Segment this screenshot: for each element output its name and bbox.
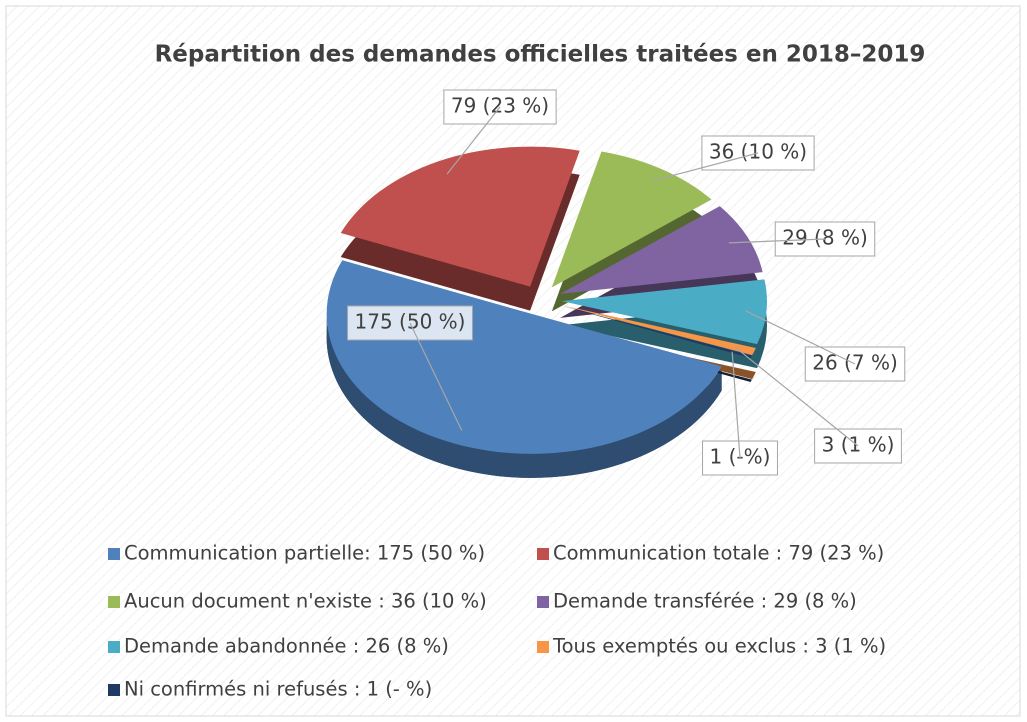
slice [561,279,767,345]
legend-swatch [108,641,120,653]
slice [560,304,756,356]
leader-line [731,351,741,459]
legend-swatch [537,548,549,560]
data-label: 3 (1 %) [822,433,895,457]
slice [560,206,763,294]
leader-line [409,322,463,431]
legend-swatch [108,548,120,560]
slice [551,151,712,288]
slice-side [326,313,722,478]
leader-line [745,310,856,365]
legend-label: Communication totale : 79 (23 %) [553,542,884,565]
slice [560,305,752,358]
legend-label: Demande abandonnée : 26 (8 %) [124,635,449,658]
chart-title: Répartition des demandes officielles tra… [155,42,926,68]
data-label: 36 (10 %) [709,140,807,164]
leader-line [734,346,859,447]
data-label: 29 (8 %) [782,226,868,250]
data-label: 26 (7 %) [812,351,898,375]
legend-label: Demande transférée : 29 (8 %) [553,590,857,613]
legend-label: Ni confirmés ni refusés : 1 (- %) [124,678,432,701]
data-label: 79 (23 %) [451,94,549,118]
legend-swatch [537,596,549,608]
data-label: 175 (50 %) [355,310,466,334]
legend-label: Aucun document n'existe : 36 (10 %) [124,590,487,613]
leader-line [446,106,501,175]
leader-line [728,238,826,244]
legend-label: Tous exemptés ou exclus : 3 (1 %) [552,635,886,658]
legend-swatch [537,641,549,653]
legend-label: Communication partielle: 175 (50 %) [124,542,485,565]
legend: Communication partielle: 175 (50 %) Commu… [108,542,886,701]
data-labels: 175 (50 %) 79 (23 %) 36 (10 %) 29 (8 %) 26 (… [347,89,906,476]
legend-swatch [108,684,120,696]
slice [340,146,580,287]
legend-swatch [108,596,120,608]
leader-line [651,152,759,182]
